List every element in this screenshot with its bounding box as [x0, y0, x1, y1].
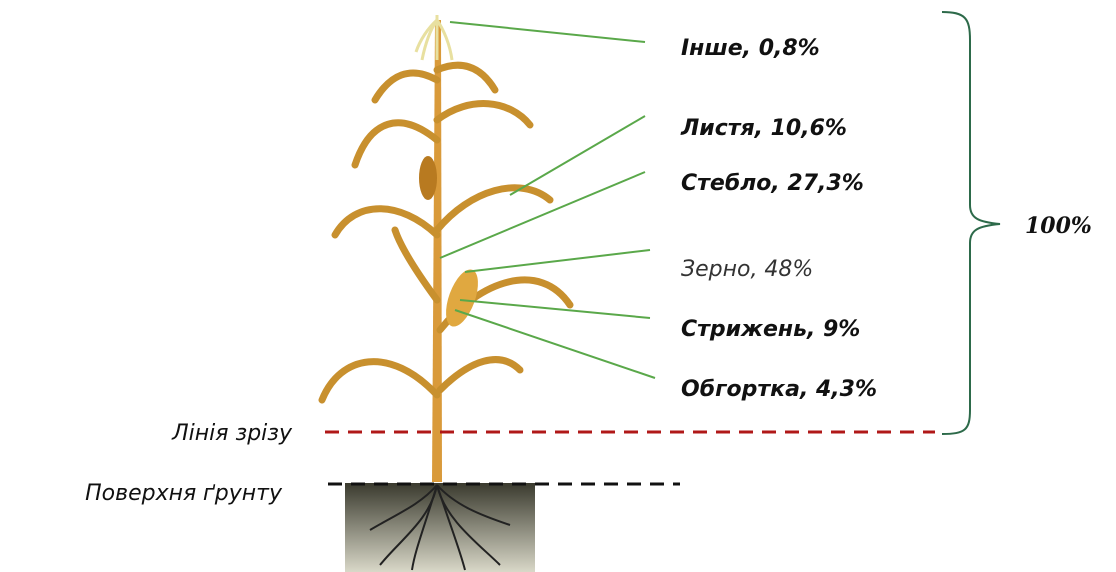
brace — [942, 12, 1000, 434]
soil-label: Поверхня ґрунту — [85, 481, 283, 506]
leader — [455, 310, 655, 378]
part-label: Стрижень, 9% — [681, 317, 860, 342]
leader — [465, 250, 650, 272]
total-label: 100% — [1025, 213, 1092, 239]
cut-line-label: Лінія зрізу — [171, 421, 293, 446]
part-label: Інше, 0,8% — [681, 36, 820, 61]
part-label: Стебло, 27,3% — [681, 171, 864, 196]
diagram: Інше, 0,8% Листя, 10,6% Стебло, 27,3% Зе… — [0, 0, 1116, 572]
plant — [322, 15, 570, 572]
leader — [440, 172, 645, 258]
part-label: Обгортка, 4,3% — [681, 377, 877, 402]
part-label: Зерно, 48% — [681, 257, 813, 282]
leader — [460, 300, 650, 318]
part-label: Листя, 10,6% — [680, 116, 847, 141]
leader — [450, 22, 645, 42]
